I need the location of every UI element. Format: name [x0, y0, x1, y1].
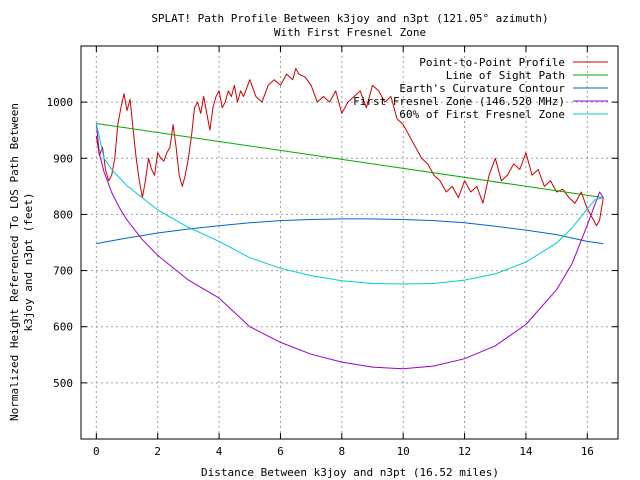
series-line-3	[95, 123, 604, 370]
x-tick-label-6: 12	[458, 445, 471, 458]
chart-subtitle: With First Fresnel Zone	[274, 26, 426, 39]
plot-frame	[80, 45, 619, 440]
x-tick-label-5: 10	[397, 445, 410, 458]
series-lines	[95, 68, 604, 370]
grid-lines	[81, 46, 618, 439]
x-axis-label: Distance Between k3joy and n3pt (16.52 m…	[201, 466, 499, 479]
x-tick-label-3: 6	[277, 445, 284, 458]
y-tick-label-3: 800	[53, 208, 73, 221]
x-tick-label-1: 2	[154, 445, 161, 458]
y-tick-label-0: 500	[53, 377, 73, 390]
y-axis-label-line2: k3joy and n3pt (feet)	[22, 192, 35, 331]
x-tick-label-4: 8	[339, 445, 346, 458]
chart-title: SPLAT! Path Profile Between k3joy and n3…	[151, 12, 548, 25]
y-axis-label-line1: Normalized Height Referenced To LOS Path…	[8, 103, 21, 421]
legend-label-1: Line of Sight Path	[446, 69, 565, 82]
series-line-4	[95, 123, 604, 285]
series-line-0	[95, 68, 604, 227]
y-tick-label-2: 700	[53, 265, 73, 278]
x-tick-label-0: 0	[93, 445, 100, 458]
y-tick-label-4: 900	[53, 152, 73, 165]
y-tick-label-1: 600	[53, 321, 73, 334]
x-tick-label-8: 16	[581, 445, 594, 458]
x-tick-label-7: 14	[519, 445, 533, 458]
series-line-1	[96, 123, 604, 199]
y-tick-label-5: 1000	[47, 96, 74, 109]
x-tick-label-2: 4	[216, 445, 223, 458]
legend-label-4: 60% of First Fresnel Zone	[399, 108, 565, 121]
axis-ticks: 0 2 4 6 8 10 12 14 16 500 600 700 800 900 1000	[47, 46, 618, 458]
series-line-2	[96, 218, 604, 245]
legend-label-2: Earth's Curvature Contour	[399, 82, 565, 95]
legend-label-3: First Fresnel Zone (146.520 MHz)	[353, 95, 565, 108]
legend-label-0: Point-to-Point Profile	[419, 56, 565, 69]
